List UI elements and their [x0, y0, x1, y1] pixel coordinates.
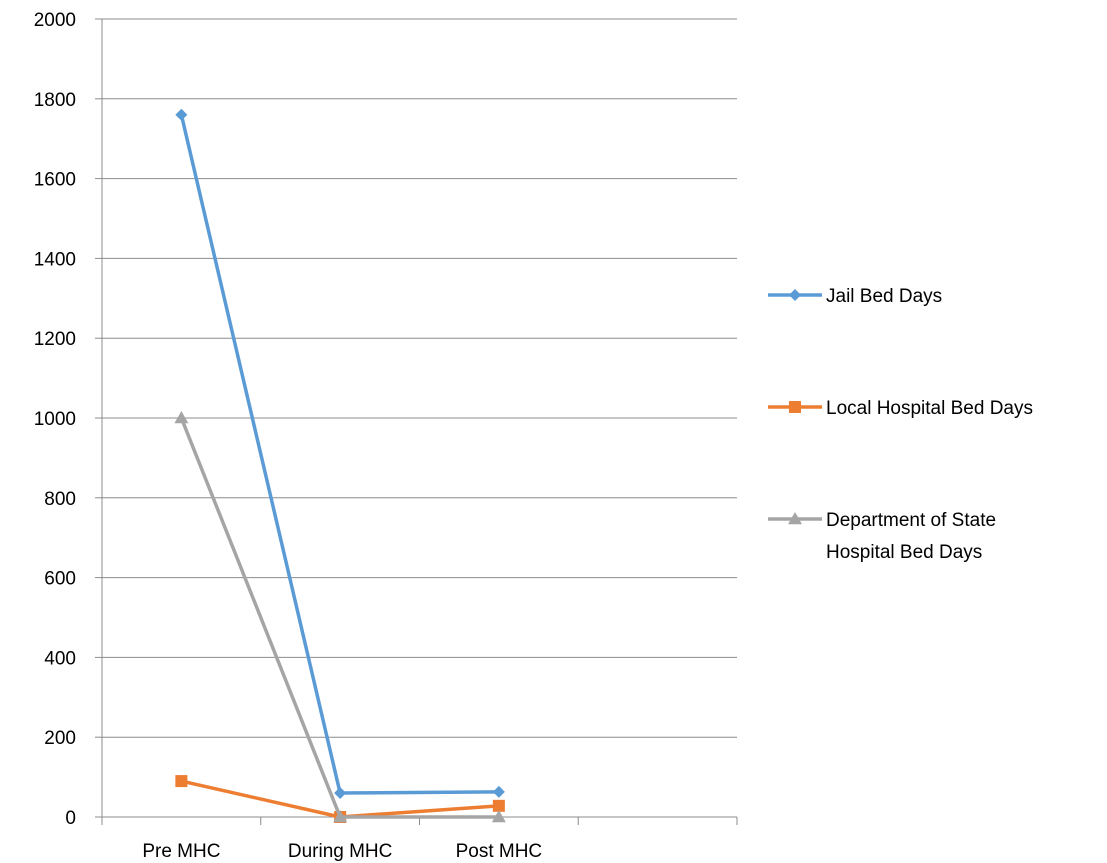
legend-label: Local Hospital Bed Days	[826, 398, 1033, 419]
y-tick-label: 1400	[34, 249, 76, 270]
y-tick-label: 600	[44, 569, 76, 590]
legend-label: Department of State	[826, 510, 996, 531]
gridlines	[102, 18, 737, 738]
legend-item-jail-bed-days: Jail Bed Days	[768, 286, 942, 307]
data-point-jail-bed-days	[334, 787, 347, 800]
data-point-jail-bed-days	[175, 108, 188, 121]
series-line-jail-bed-days	[179, 113, 501, 795]
y-tick-label: 1200	[34, 329, 76, 350]
y-tick-label: 400	[44, 648, 76, 669]
data-point-local-hospital-bed-days	[175, 775, 188, 788]
x-tick-label: During MHC	[288, 841, 393, 862]
series-jail-bed-days	[175, 108, 505, 800]
x-tick-label: Post MHC	[456, 841, 543, 862]
y-tick-label: 0	[65, 808, 76, 829]
legend-item-local-hospital-bed-days: Local Hospital Bed Days	[768, 398, 1033, 419]
legend-marker	[788, 512, 802, 525]
series-department-of-state-hospital-bed-days	[174, 411, 506, 823]
legend-label: Hospital Bed Days	[826, 542, 982, 563]
series-lines	[174, 108, 506, 823]
series-line-department-of-state-hospital-bed-days	[179, 416, 501, 819]
y-tick-labels: 0 200 400 600 800 1000 1200 1400 1600 1800 2000	[34, 10, 76, 829]
y-tick-label: 200	[44, 728, 76, 749]
y-tick-label: 2000	[34, 10, 76, 31]
axes	[95, 18, 738, 825]
legend-marker	[789, 401, 801, 413]
x-tick-labels: Pre MHC During MHC Post MHC	[142, 841, 542, 862]
y-tick-label: 1800	[34, 90, 76, 111]
data-point-department-of-state-hospital-bed-days	[174, 411, 189, 424]
legend-label: Jail Bed Days	[826, 286, 942, 307]
data-point-department-of-state-hospital-bed-days	[333, 810, 348, 823]
legend: Jail Bed Days Local Hospital Bed Days Depa…	[768, 286, 1033, 563]
data-point-department-of-state-hospital-bed-days	[491, 810, 506, 823]
data-point-local-hospital-bed-days	[492, 799, 505, 812]
y-tick-label: 1600	[34, 170, 76, 191]
legend-marker	[789, 289, 801, 301]
legend-item-department-of-state-hospital-bed-days: Department of State Hospital Bed Days	[768, 510, 996, 563]
x-tick-label: Pre MHC	[142, 841, 220, 862]
y-tick-label: 800	[44, 489, 76, 510]
data-point-jail-bed-days	[492, 785, 505, 798]
y-tick-label: 1000	[34, 409, 76, 430]
